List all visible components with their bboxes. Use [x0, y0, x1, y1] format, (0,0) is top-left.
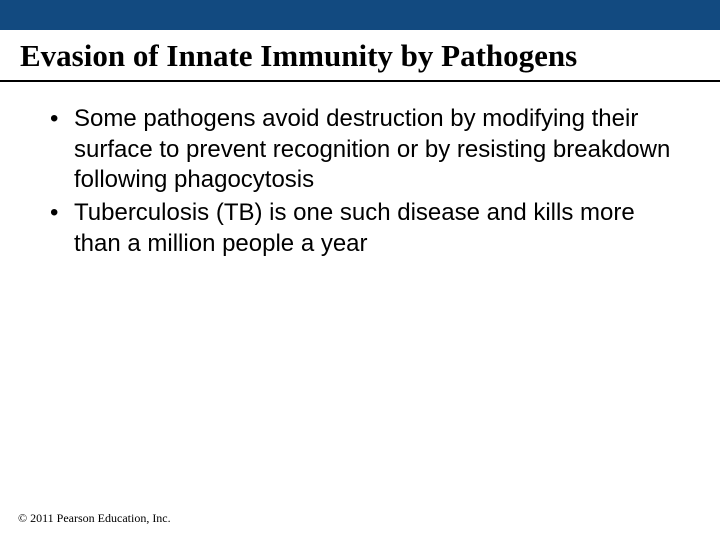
list-item: Some pathogens avoid destruction by modi… [40, 104, 680, 196]
slide-title: Evasion of Innate Immunity by Pathogens [0, 30, 720, 82]
list-item: Tuberculosis (TB) is one such disease an… [40, 198, 680, 259]
bullet-list: Some pathogens avoid destruction by modi… [40, 104, 680, 260]
slide-body: Some pathogens avoid destruction by modi… [0, 82, 720, 260]
top-accent-bar [0, 0, 720, 30]
copyright-footer: © 2011 Pearson Education, Inc. [18, 511, 171, 526]
